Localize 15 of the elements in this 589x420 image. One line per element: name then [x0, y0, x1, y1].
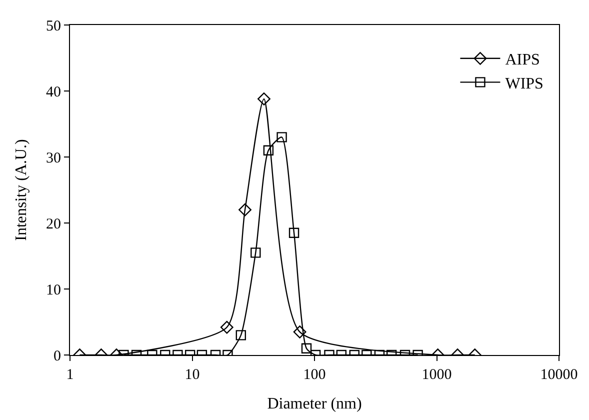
x-tick-label: 1000 — [422, 367, 452, 383]
y-tick-label: 40 — [46, 84, 61, 100]
x-tick-label: 1 — [66, 367, 74, 383]
y-tick-label: 10 — [46, 282, 61, 298]
x-axis-title: Diameter (nm) — [267, 396, 362, 413]
legend-label: AIPS — [505, 52, 540, 69]
legend-label: WIPS — [505, 75, 544, 92]
x-tick-label: 100 — [303, 367, 326, 383]
x-tick-label: 10000 — [540, 367, 578, 383]
y-tick-label: 50 — [46, 18, 61, 34]
y-tick-label: 0 — [54, 348, 61, 364]
x-tick-label: 10 — [184, 367, 200, 383]
y-tick-label: 20 — [46, 216, 61, 232]
y-axis-title: Intensity (A.U.) — [12, 139, 30, 241]
y-tick-label: 30 — [46, 150, 61, 166]
